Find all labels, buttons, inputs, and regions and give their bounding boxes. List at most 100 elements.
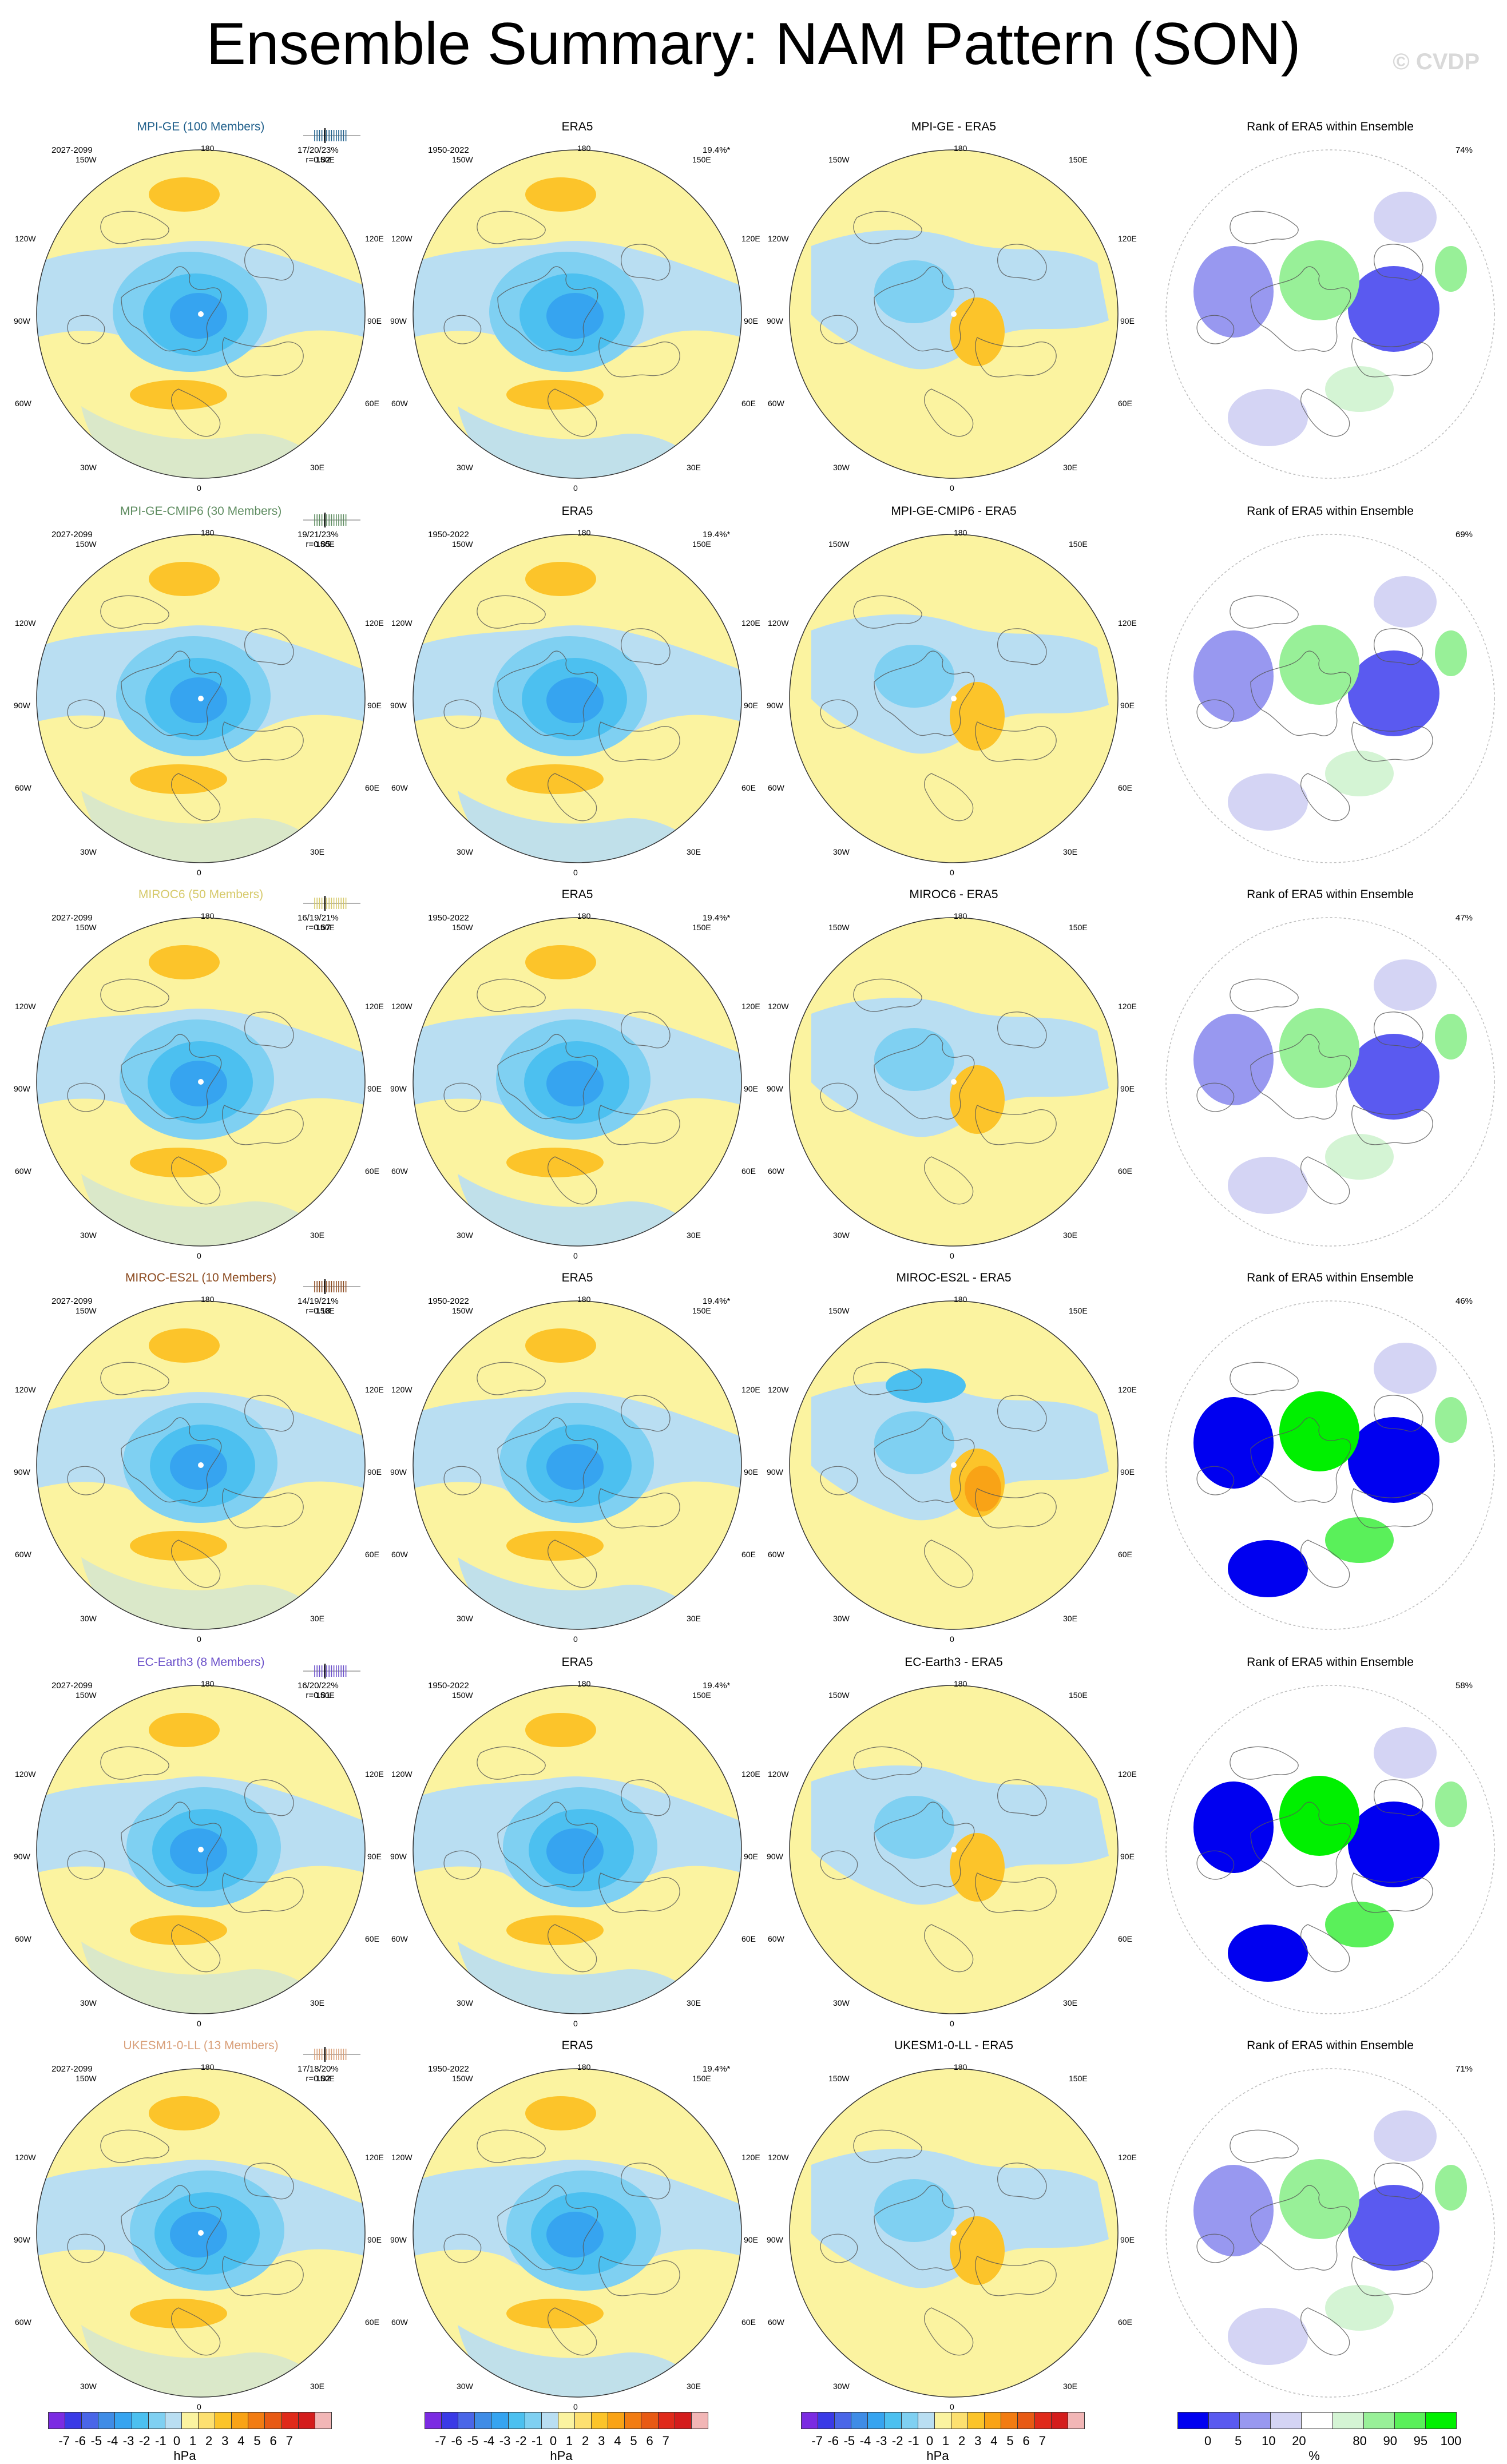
model-panel-title: MIROC6 (50 Members) bbox=[138, 888, 264, 901]
map-axis-label-mid-upper-right: 120E bbox=[365, 1385, 384, 1394]
pattern-colorbar-1 bbox=[48, 2412, 332, 2429]
map-axis-label-upper-left: 150W bbox=[76, 2074, 97, 2083]
model-panel-title: MPI-GE (100 Members) bbox=[137, 120, 265, 133]
pattern-colorbar-3-swatch bbox=[834, 2412, 852, 2429]
map-axis-label-left: 90W bbox=[390, 1084, 407, 1093]
map-axis-label-top: 180 bbox=[577, 1679, 591, 1688]
pattern-colorbar-1-swatch bbox=[281, 2412, 299, 2429]
map-axis-label-lower-left: 30W bbox=[457, 463, 473, 472]
rank-panel-title: Rank of ERA5 within Ensemble bbox=[1247, 1656, 1414, 1669]
pattern-colorbar-1-swatch bbox=[314, 2412, 332, 2429]
map-axis-label-mid-lower-right: 60E bbox=[365, 2318, 379, 2327]
map-axis-label-mid-upper-right: 120E bbox=[365, 1002, 384, 1011]
obs-panel-title: ERA5 bbox=[561, 888, 593, 901]
rank-colorbar-unit: % bbox=[1308, 2449, 1320, 2463]
map-axis-label-top: 180 bbox=[577, 1295, 591, 1304]
spread-bars-svg bbox=[303, 1664, 360, 1679]
model-period: 2027-2099 bbox=[51, 913, 93, 923]
panel-diff-row-6: UKESM1-0-LL - ERA5 180 150W 150E 120W 120E 90W… bbox=[766, 2039, 1142, 2422]
pattern-colorbar-2-swatch bbox=[691, 2412, 708, 2429]
map-axis-label-bottom: 0 bbox=[197, 2402, 201, 2411]
map-axis-label-mid-upper-right: 120E bbox=[741, 2153, 760, 2162]
pattern-correlation: r=0.18 bbox=[306, 1306, 331, 1316]
map-axis-label-right: 90E bbox=[744, 1467, 758, 1477]
obs-map-svg bbox=[413, 2068, 742, 2398]
obs-map bbox=[412, 916, 743, 1247]
map-axis-label-mid-lower-left: 60W bbox=[15, 399, 31, 408]
pattern-colorbar-3-tick: -5 bbox=[843, 2434, 855, 2448]
panel-diff-row-5: EC-Earth3 - ERA5 180 150W 150E 120W 120E 90W 90… bbox=[766, 1656, 1142, 2039]
map-axis-label-left: 90W bbox=[767, 1467, 783, 1477]
map-axis-label-upper-right: 150E bbox=[692, 923, 711, 932]
panel-obs-row-4: ERA5 1950-2022 19.4%* 180 150W 150E 120W 120E 90… bbox=[389, 1271, 766, 1654]
map-axis-label-upper-right: 150E bbox=[692, 155, 711, 164]
diff-map-svg bbox=[789, 1685, 1119, 2014]
map-axis-label-mid-upper-right: 120E bbox=[365, 2153, 384, 2162]
pattern-colorbar-3-swatch bbox=[1017, 2412, 1035, 2429]
map-axis-label-upper-right: 150E bbox=[316, 155, 335, 164]
model-map bbox=[35, 2068, 366, 2398]
obs-map bbox=[412, 2068, 743, 2398]
map-axis-label-mid-lower-right: 60E bbox=[741, 1166, 756, 1176]
spread-bars-svg bbox=[303, 1279, 360, 1294]
map-axis-label-upper-right: 150E bbox=[692, 539, 711, 549]
panel-model-row-4: MIROC-ES2L (10 Members) 2027-2099 14/19/21… bbox=[13, 1271, 389, 1654]
model-stats: 19/21/23% r=0.85 bbox=[298, 530, 339, 549]
diff-panel-title: MIROC6 - ERA5 bbox=[909, 888, 998, 901]
map-axis-label-mid-upper-left: 120W bbox=[391, 618, 413, 628]
pattern-colorbar-3-swatch bbox=[1067, 2412, 1085, 2429]
rank-map-svg bbox=[1165, 534, 1495, 863]
model-stats: 17/20/23% r=0.82 bbox=[298, 145, 339, 165]
map-axis-label-mid-upper-right: 120E bbox=[1118, 1002, 1137, 1011]
pattern-colorbar-1-tick: -5 bbox=[90, 2434, 102, 2448]
panel-rank-row-4: Rank of ERA5 within Ensemble 46% bbox=[1142, 1271, 1507, 1654]
pattern-colorbar-3-tick: 7 bbox=[1038, 2434, 1046, 2448]
obs-map bbox=[412, 149, 743, 479]
map-axis-label-right: 90E bbox=[1120, 1467, 1135, 1477]
map-axis-label-mid-upper-left: 120W bbox=[768, 1769, 789, 1779]
rank-colorbar bbox=[1177, 2412, 1457, 2429]
pattern-colorbar-3 bbox=[801, 2412, 1085, 2429]
diff-map-svg bbox=[789, 149, 1119, 479]
map-axis-label-mid-lower-left: 60W bbox=[391, 399, 408, 408]
pattern-colorbar-3-swatch bbox=[967, 2412, 985, 2429]
rank-pct: 74% bbox=[1456, 145, 1473, 155]
diff-panel-title: EC-Earth3 - ERA5 bbox=[905, 1656, 1003, 1669]
map-axis-label-mid-upper-left: 120W bbox=[15, 1385, 36, 1394]
map-axis-label-right: 90E bbox=[367, 2235, 382, 2244]
panel-obs-row-1: ERA5 1950-2022 19.4%* 180 150W 150E 120W 120E 90… bbox=[389, 120, 766, 503]
map-axis-label-left: 90W bbox=[390, 316, 407, 326]
map-axis-label-mid-lower-right: 60E bbox=[365, 783, 379, 792]
map-axis-label-mid-lower-right: 60E bbox=[1118, 1550, 1132, 1559]
panel-rank-row-6: Rank of ERA5 within Ensemble 71% bbox=[1142, 2039, 1507, 2422]
ensemble-spread-bars bbox=[303, 1664, 360, 1679]
rank-colorbar-swatch bbox=[1208, 2412, 1240, 2429]
pattern-colorbar-2-swatch bbox=[541, 2412, 558, 2429]
pattern-colorbar-2-swatch bbox=[557, 2412, 575, 2429]
map-axis-label-mid-lower-right: 60E bbox=[1118, 2318, 1132, 2327]
diff-map-svg bbox=[789, 2068, 1119, 2398]
map-axis-label-mid-lower-right: 60E bbox=[365, 1934, 379, 1943]
pattern-colorbar-1-swatch bbox=[264, 2412, 282, 2429]
pattern-colorbar-3-swatch bbox=[884, 2412, 902, 2429]
map-axis-label-lower-left: 30W bbox=[833, 1998, 850, 2007]
map-axis-label-top: 180 bbox=[201, 1295, 215, 1304]
pattern-colorbar-1-swatch bbox=[98, 2412, 116, 2429]
rank-colorbar-swatch bbox=[1177, 2412, 1209, 2429]
pattern-colorbar-2-swatch bbox=[474, 2412, 492, 2429]
map-axis-label-mid-upper-right: 120E bbox=[365, 618, 384, 628]
map-axis-label-upper-right: 150E bbox=[1069, 1306, 1088, 1315]
map-axis-label-upper-left: 150W bbox=[828, 2074, 850, 2083]
pattern-colorbar-1-swatch bbox=[131, 2412, 149, 2429]
map-axis-label-right: 90E bbox=[367, 1467, 382, 1477]
panel-obs-row-2: ERA5 1950-2022 19.4%* 180 150W 150E 120W 120E 90… bbox=[389, 505, 766, 888]
model-stats: 16/20/22% r=0.81 bbox=[298, 1681, 339, 1700]
rank-map-svg bbox=[1165, 149, 1495, 479]
rank-colorbar-swatch bbox=[1363, 2412, 1395, 2429]
pattern-colorbar-3-unit: hPa bbox=[926, 2449, 949, 2463]
map-axis-label-left: 90W bbox=[14, 316, 30, 326]
map-axis-label-mid-lower-left: 60W bbox=[391, 1166, 408, 1176]
map-axis-label-left: 90W bbox=[767, 316, 783, 326]
rank-map bbox=[1165, 2068, 1496, 2398]
map-axis-label-lower-left: 30W bbox=[457, 847, 473, 856]
